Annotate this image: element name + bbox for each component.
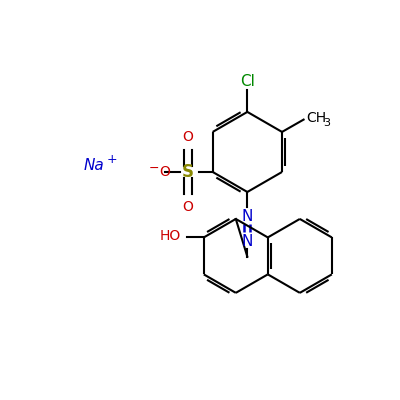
Text: 3: 3 bbox=[324, 118, 331, 128]
Text: O: O bbox=[182, 130, 194, 144]
Text: CH: CH bbox=[306, 111, 326, 125]
Text: S: S bbox=[182, 163, 194, 181]
Text: N: N bbox=[242, 234, 253, 248]
Text: Na: Na bbox=[83, 158, 104, 172]
Text: +: + bbox=[106, 153, 117, 166]
Text: Cl: Cl bbox=[240, 74, 255, 89]
Text: N: N bbox=[242, 209, 253, 224]
Text: −: − bbox=[148, 162, 159, 175]
Text: HO: HO bbox=[160, 229, 181, 243]
Text: O: O bbox=[159, 165, 170, 179]
Text: O: O bbox=[182, 200, 194, 214]
